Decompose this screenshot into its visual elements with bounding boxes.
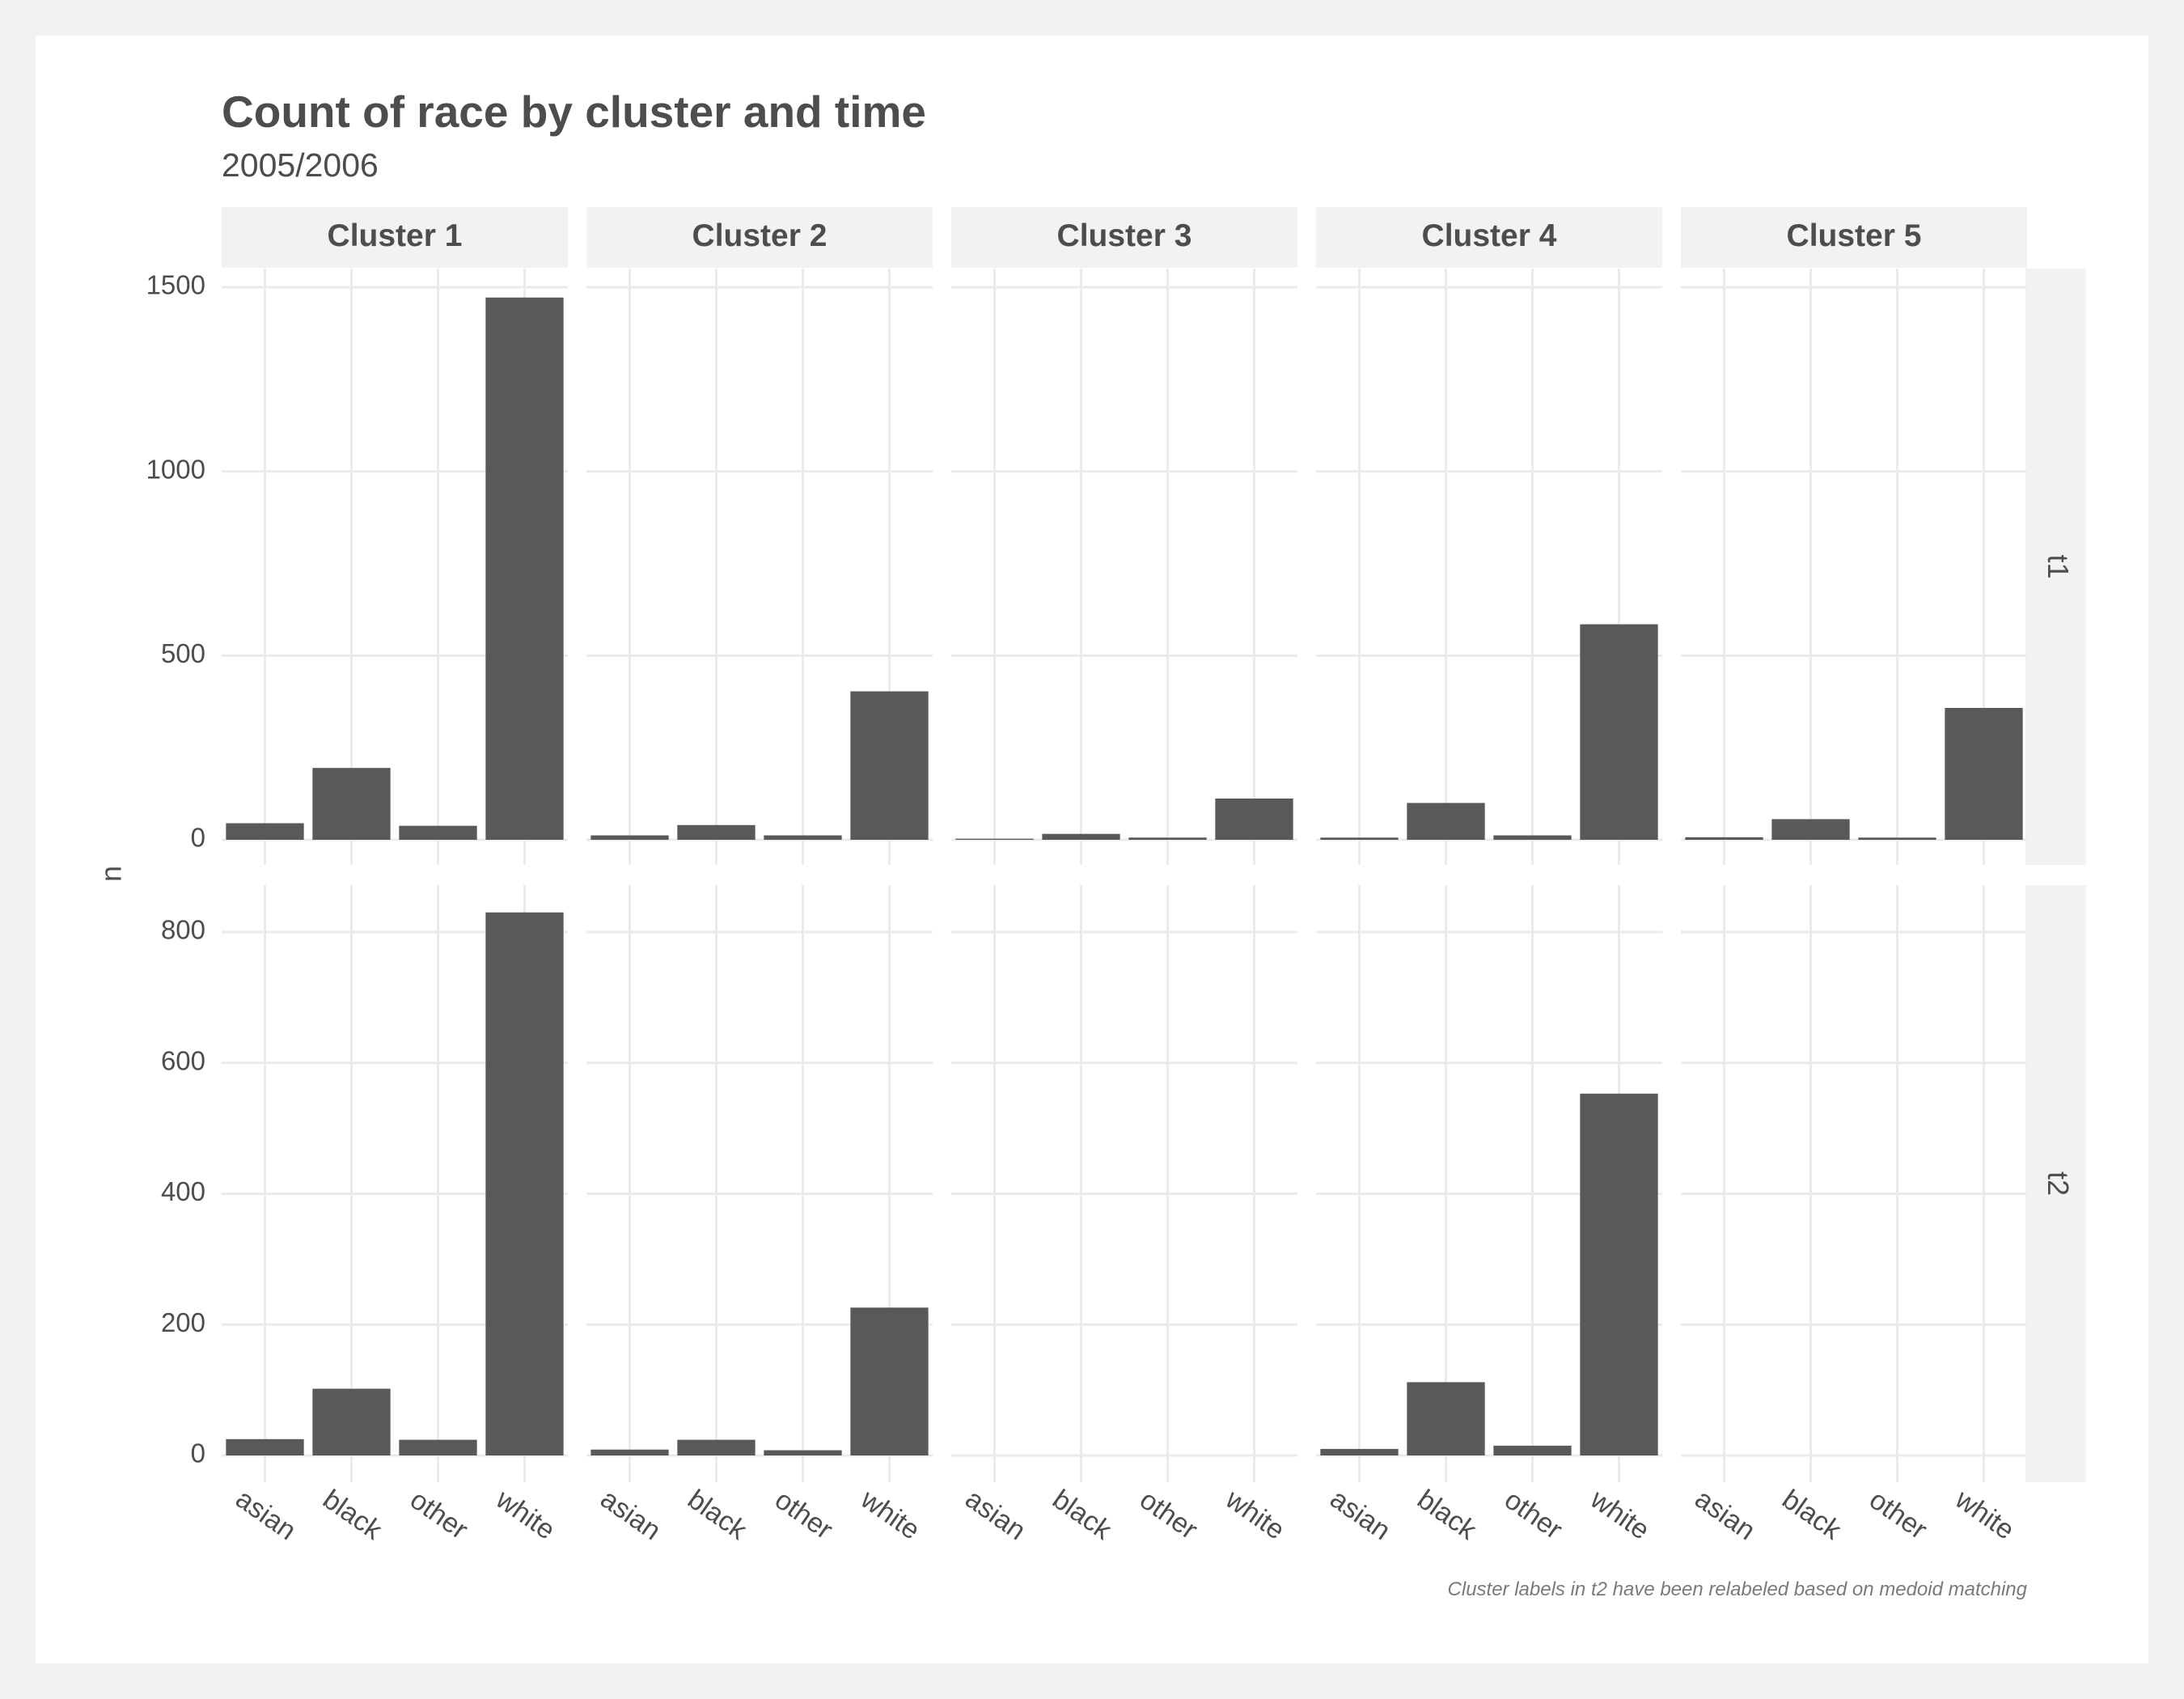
bar-t1-cluster4-white <box>1580 624 1658 840</box>
bar-t2-cluster2-white <box>850 1307 929 1455</box>
column-strip-2 <box>586 207 933 268</box>
column-strip-label-4: Cluster 4 <box>1422 218 1557 253</box>
bar-t2-cluster4-asian <box>1320 1448 1399 1455</box>
x-tick-label-cluster3-white: white <box>1219 1483 1290 1545</box>
y-tick-label-t1-2: 1000 <box>146 454 205 484</box>
faceted-bar-chart: t1 t2 Cluster 1 Cluster 2 Cluster 3 Cluster 4… <box>95 207 2086 1546</box>
row-strip-label-t1: t1 <box>2042 554 2075 578</box>
bar-t1-cluster3-white <box>1215 799 1293 840</box>
bar-t2-cluster2-asian <box>590 1449 669 1455</box>
bar-t1-cluster3-other <box>1128 837 1207 840</box>
bar-t1-cluster5-other <box>1858 837 1936 840</box>
bar-t2-cluster2-black <box>677 1439 756 1455</box>
bar-t1-cluster4-black <box>1407 803 1485 840</box>
y-axis-title: n <box>95 866 128 882</box>
bar-t1-cluster3-black <box>1042 833 1120 840</box>
column-strip-label-5: Cluster 5 <box>1787 218 1922 253</box>
bar-t2-cluster4-other <box>1493 1445 1572 1455</box>
column-strip-label-3: Cluster 3 <box>1057 218 1192 253</box>
chart-card: Count of race by cluster and time 2005/2… <box>36 36 2148 1663</box>
bar-t1-cluster2-other <box>764 835 842 840</box>
bar-t2-cluster4-black <box>1407 1382 1485 1455</box>
x-tick-label-cluster1-other: other <box>404 1485 473 1546</box>
bar-t1-cluster1-black <box>312 768 391 840</box>
chart-caption: Cluster labels in t2 have been relabeled… <box>1447 1578 2027 1600</box>
bar-t1-cluster5-white <box>1945 707 2023 840</box>
y-tick-label-t1-0: 0 <box>191 823 205 853</box>
row-strip-t2 <box>2025 885 2086 1482</box>
bar-t2-cluster1-white <box>485 912 564 1455</box>
x-tick-label-cluster4-asian: asian <box>1324 1483 1395 1546</box>
y-tick-label-t2-3: 600 <box>161 1045 205 1075</box>
y-tick-label-t2-0: 0 <box>191 1438 205 1468</box>
x-tick-label-cluster3-asian: asian <box>959 1483 1031 1546</box>
x-tick-label-cluster5-asian: asian <box>1689 1483 1760 1546</box>
x-tick-label-cluster1-asian: asian <box>230 1483 301 1546</box>
chart-title: Count of race by cluster and time <box>222 87 927 137</box>
x-tick-label-cluster2-black: black <box>682 1484 753 1546</box>
y-tick-label-t1-3: 1500 <box>146 270 205 300</box>
bar-t1-cluster3-asian <box>955 838 1034 840</box>
bar-t1-cluster5-black <box>1771 819 1850 840</box>
bar-t2-cluster1-black <box>312 1388 391 1455</box>
x-tick-label-cluster1-black: black <box>317 1484 388 1546</box>
x-tick-label-cluster2-other: other <box>769 1485 838 1546</box>
bar-t1-cluster4-other <box>1493 835 1572 840</box>
bar-t1-cluster1-asian <box>226 823 304 840</box>
bar-t1-cluster2-black <box>677 824 756 840</box>
x-tick-label-cluster2-white: white <box>854 1483 925 1545</box>
y-tick-label-t2-1: 200 <box>161 1307 205 1337</box>
column-strip-3 <box>951 207 1297 268</box>
bar-t1-cluster5-asian <box>1685 837 1763 840</box>
column-strip-label-1: Cluster 1 <box>328 218 463 253</box>
bar-t1-cluster4-asian <box>1320 837 1399 840</box>
x-tick-label-cluster5-white: white <box>1949 1483 2020 1545</box>
row-strip-label-t2: t2 <box>2042 1172 2075 1196</box>
x-tick-label-cluster1-white: white <box>489 1483 561 1545</box>
x-tick-label-cluster5-black: black <box>1776 1484 1848 1546</box>
x-tick-label-cluster3-black: black <box>1047 1484 1118 1546</box>
x-tick-label-cluster5-other: other <box>1864 1485 1932 1546</box>
bar-t2-cluster1-asian <box>226 1438 304 1455</box>
x-tick-label-cluster2-asian: asian <box>595 1483 666 1546</box>
column-strip-1 <box>222 207 568 268</box>
column-strip-5 <box>1681 207 2027 268</box>
column-strip-4 <box>1316 207 1662 268</box>
x-tick-label-cluster4-black: black <box>1412 1484 1483 1546</box>
bar-t2-cluster2-other <box>764 1450 842 1455</box>
row-strip-t1 <box>2025 269 2086 865</box>
chart-subtitle: 2005/2006 <box>222 146 379 184</box>
bar-t1-cluster1-other <box>399 825 477 840</box>
bar-t1-cluster1-white <box>485 297 564 840</box>
bar-t1-cluster2-white <box>850 691 929 840</box>
bar-t2-cluster1-other <box>399 1439 477 1455</box>
bar-t1-cluster2-asian <box>590 835 669 840</box>
bar-t2-cluster4-white <box>1580 1093 1658 1455</box>
y-tick-label-t2-2: 400 <box>161 1176 205 1206</box>
y-tick-label-t1-1: 500 <box>161 638 205 668</box>
column-strip-label-2: Cluster 2 <box>692 218 827 253</box>
x-tick-label-cluster4-white: white <box>1584 1483 1655 1545</box>
x-tick-label-cluster3-other: other <box>1134 1485 1203 1546</box>
x-tick-label-cluster4-other: other <box>1499 1485 1568 1546</box>
y-tick-label-t2-4: 800 <box>161 915 205 945</box>
